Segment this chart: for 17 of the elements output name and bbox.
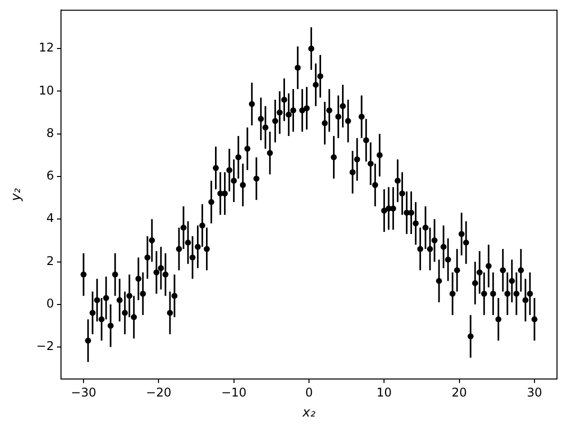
x-tick-label: 10 (376, 385, 392, 400)
y-tick-label: 0 (46, 296, 54, 311)
x-tick-label: −30 (70, 385, 96, 400)
y-tick-label: −2 (36, 339, 54, 354)
y-tick-label: 4 (46, 211, 54, 226)
y-tick-label: 2 (46, 254, 54, 268)
x-tick-label: −20 (146, 385, 172, 400)
y-axis-title: y₂ (9, 188, 24, 202)
x-axis-title: x₂ (302, 406, 316, 421)
x-tick-label: 30 (526, 385, 542, 400)
y-tick-label: 12 (38, 40, 54, 55)
y-tick-label: 10 (38, 83, 54, 98)
x-tick-label: 20 (452, 385, 467, 400)
y-tick-label: 8 (46, 126, 54, 140)
y-tick-label: 6 (46, 168, 54, 183)
x-tick-label: −10 (221, 385, 247, 400)
x-tick-label: 0 (305, 385, 313, 400)
